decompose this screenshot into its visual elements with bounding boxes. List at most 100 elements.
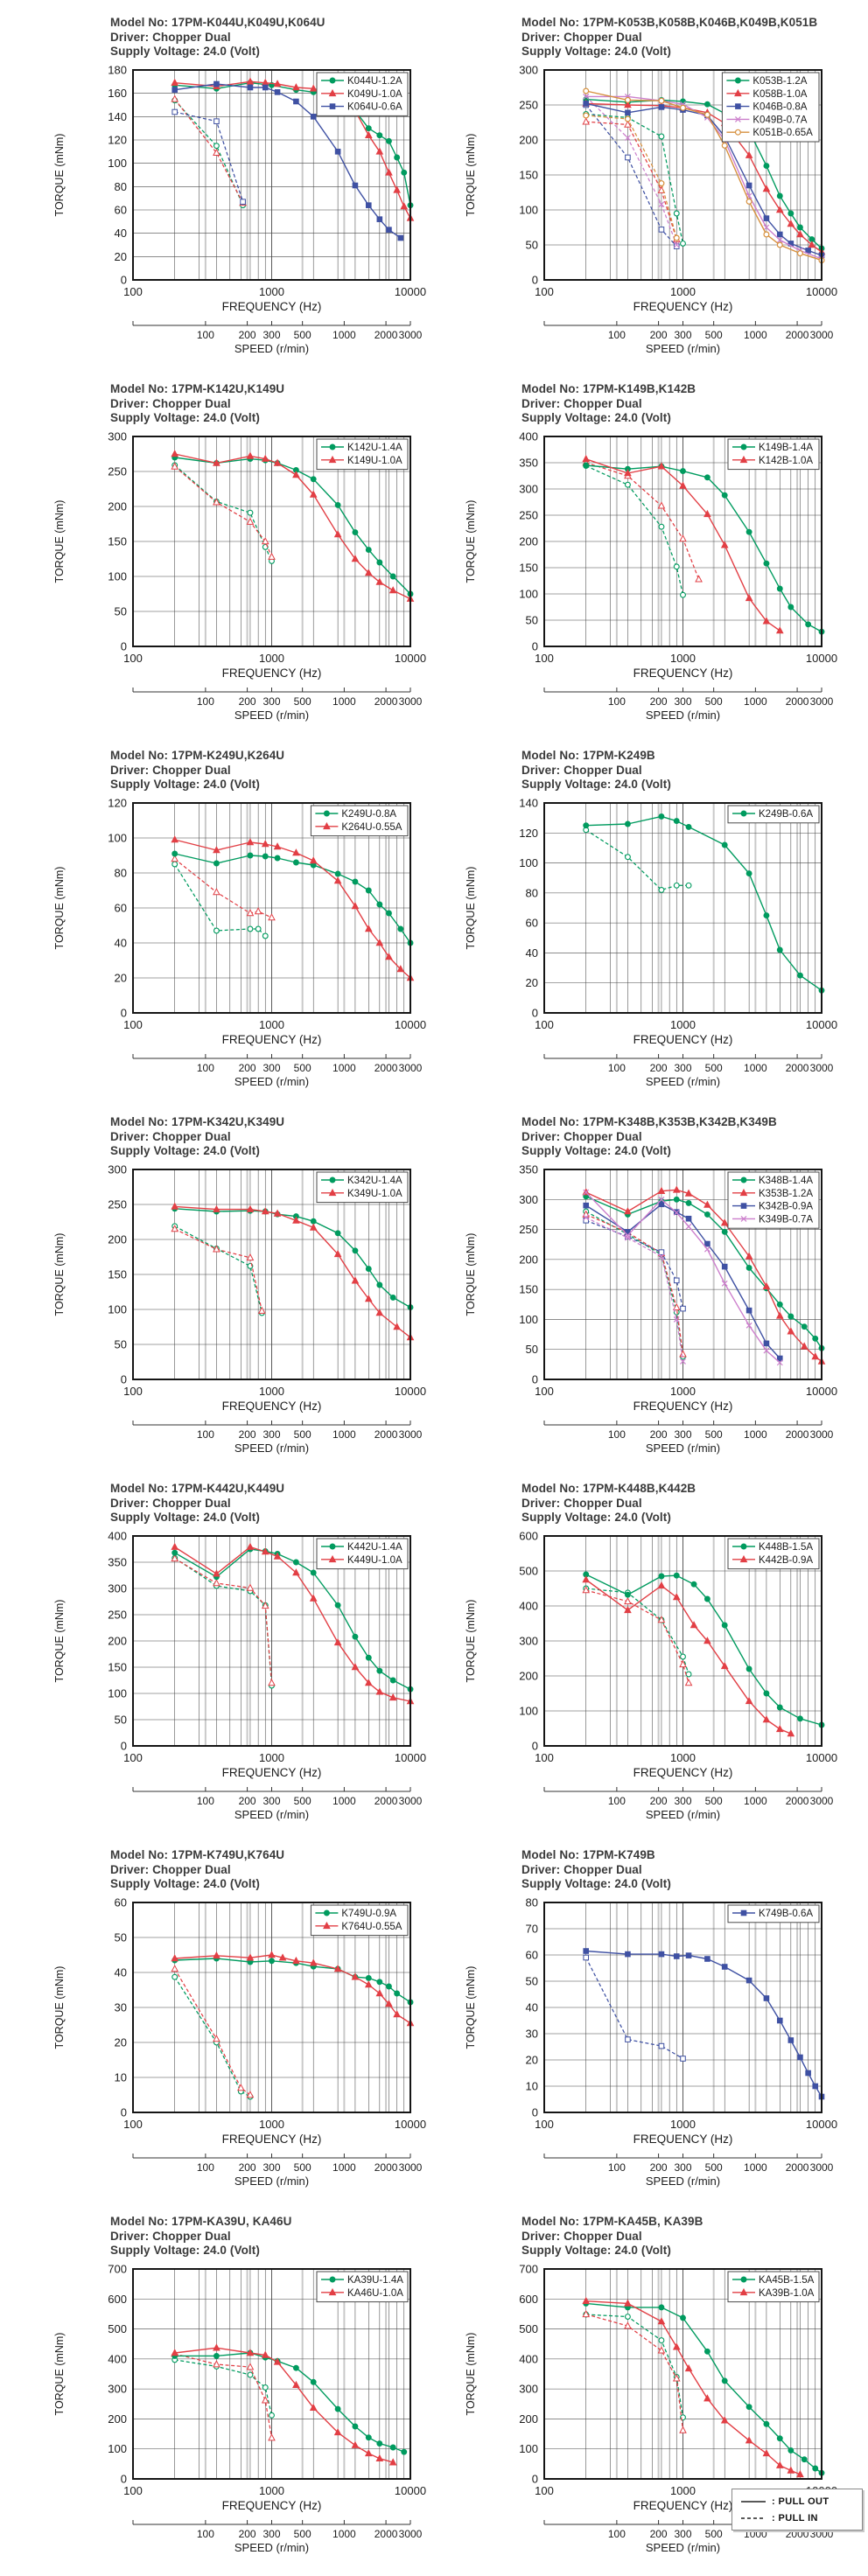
svg-text:100: 100 xyxy=(519,2442,538,2455)
svg-text:TORQUE (mNm): TORQUE (mNm) xyxy=(465,867,477,950)
svg-text:0: 0 xyxy=(532,274,538,287)
svg-text:200: 200 xyxy=(519,1253,538,1267)
svg-text:50: 50 xyxy=(115,1714,127,1727)
svg-text:100: 100 xyxy=(108,1687,127,1700)
svg-text:10000: 10000 xyxy=(395,2484,426,2497)
svg-text:2000: 2000 xyxy=(374,1062,398,1074)
svg-text:500: 500 xyxy=(294,695,312,708)
svg-text:200: 200 xyxy=(108,500,127,513)
svg-text:300: 300 xyxy=(262,2528,280,2540)
svg-text:400: 400 xyxy=(108,1530,127,1543)
chart-cell: Model No: 17PM-K142U,K149U Driver: Chopp… xyxy=(46,377,457,743)
svg-text:FREQUENCY (Hz): FREQUENCY (Hz) xyxy=(222,300,322,313)
chart-voltage: Supply Voltage: 24.0 (Volt) xyxy=(110,45,260,59)
chart-cell: Model No: 17PM-K448B,K442B Driver: Chopp… xyxy=(457,1476,868,1843)
svg-text:10000: 10000 xyxy=(395,652,426,665)
svg-text:SPEED (r/min): SPEED (r/min) xyxy=(234,709,309,722)
svg-text:SPEED (r/min): SPEED (r/min) xyxy=(646,342,720,355)
chart-voltage: Supply Voltage: 24.0 (Volt) xyxy=(522,1877,671,1891)
chart-header: Model No: 17PM-K749U,K764U Driver: Chopp… xyxy=(110,1848,457,1892)
svg-text:1000: 1000 xyxy=(670,285,696,298)
svg-text:300: 300 xyxy=(674,2161,691,2174)
svg-text:200: 200 xyxy=(650,1795,668,1807)
chart-model: Model No: 17PM-KA45B, KA39B xyxy=(522,2215,704,2228)
charts-grid: Model No: 17PM-K044U,K049U,K064U Driver:… xyxy=(46,10,868,2576)
svg-text:K353B-1.2A: K353B-1.2A xyxy=(759,1189,813,1199)
svg-text:K342B-0.9A: K342B-0.9A xyxy=(759,1202,813,1212)
svg-text:3000: 3000 xyxy=(810,2528,834,2540)
svg-text:FREQUENCY (Hz): FREQUENCY (Hz) xyxy=(634,667,733,680)
svg-text:FREQUENCY (Hz): FREQUENCY (Hz) xyxy=(222,2499,322,2512)
svg-text:200: 200 xyxy=(650,2161,668,2174)
chart-header: Model No: 17PM-K448B,K442B Driver: Chopp… xyxy=(522,1482,868,1525)
chart-cell: Model No: 17PM-K749U,K764U Driver: Chopp… xyxy=(46,1843,457,2209)
svg-text:60: 60 xyxy=(115,902,127,915)
chart-cell: Model No: 17PM-K044U,K049U,K064U Driver:… xyxy=(46,10,457,377)
chart-header: Model No: 17PM-K149B,K142B Driver: Chopp… xyxy=(522,382,868,426)
svg-text:100: 100 xyxy=(197,2528,214,2540)
svg-text:1000: 1000 xyxy=(332,1062,356,1074)
svg-text:350: 350 xyxy=(108,1556,127,1569)
svg-text:120: 120 xyxy=(108,134,127,147)
torque-frequency-plot: 0 20 40 60 80 100 120 140 160 180 TORQUE (mNm) 100 1… xyxy=(53,64,426,356)
svg-text:0: 0 xyxy=(121,274,127,287)
chart-voltage: Supply Voltage: 24.0 (Volt) xyxy=(522,1144,671,1158)
svg-text:1000: 1000 xyxy=(259,2484,284,2497)
svg-text:100: 100 xyxy=(535,1018,554,1031)
svg-text:0: 0 xyxy=(532,1373,538,1386)
svg-text:250: 250 xyxy=(519,509,538,522)
svg-text:10000: 10000 xyxy=(395,1385,426,1398)
svg-text:0: 0 xyxy=(532,1740,538,1753)
svg-text:10000: 10000 xyxy=(806,285,837,298)
chart-driver: Driver: Chopper Dual xyxy=(110,396,231,410)
svg-text:KA39B-1.0A: KA39B-1.0A xyxy=(759,2288,815,2299)
svg-text:30: 30 xyxy=(526,2028,538,2041)
svg-text:100: 100 xyxy=(608,695,626,708)
svg-text:100: 100 xyxy=(608,1062,626,1074)
svg-text:SPEED (r/min): SPEED (r/min) xyxy=(646,2175,720,2188)
svg-text:100: 100 xyxy=(535,2484,554,2497)
svg-text:140: 140 xyxy=(108,110,127,123)
svg-text:700: 700 xyxy=(519,2263,538,2276)
chart-cell: Model No: 17PM-K348B,K353B,K342B,K349B D… xyxy=(457,1110,868,1476)
svg-text:1000: 1000 xyxy=(259,2118,284,2131)
svg-text:100: 100 xyxy=(108,1303,127,1316)
svg-text:500: 500 xyxy=(519,1565,538,1578)
svg-text:300: 300 xyxy=(674,329,691,341)
torque-frequency-plot: 0 50 100 150 200 250 300 350 TORQUE (mNm) 100 1000… xyxy=(465,1163,837,1456)
svg-text:1000: 1000 xyxy=(744,2161,767,2174)
svg-text:120: 120 xyxy=(519,827,538,840)
svg-text:500: 500 xyxy=(108,2322,127,2335)
chart-voltage: Supply Voltage: 24.0 (Volt) xyxy=(522,2244,671,2258)
chart-model: Model No: 17PM-K044U,K049U,K064U xyxy=(110,16,326,29)
torque-frequency-plot: 0 50 100 150 200 250 300 TORQUE (mNm) 100 1000 100… xyxy=(53,430,426,723)
svg-text:K448B-1.5A: K448B-1.5A xyxy=(759,1542,813,1553)
svg-text:3000: 3000 xyxy=(399,695,423,708)
svg-text:500: 500 xyxy=(294,329,312,341)
torque-frequency-plot: 0 50 100 150 200 250 300 TORQUE (mNm) 100 1000 100… xyxy=(53,1163,426,1456)
svg-text:1000: 1000 xyxy=(332,695,356,708)
svg-text:100: 100 xyxy=(123,1751,143,1764)
svg-text:200: 200 xyxy=(650,1428,668,1441)
svg-text:0: 0 xyxy=(121,2473,127,2486)
svg-text:K264U-0.55A: K264U-0.55A xyxy=(341,822,402,833)
svg-text:1000: 1000 xyxy=(332,2161,356,2174)
svg-text:500: 500 xyxy=(294,2528,312,2540)
svg-text:500: 500 xyxy=(705,1795,723,1807)
svg-text:K149U-1.0A: K149U-1.0A xyxy=(347,456,402,466)
svg-text:K349B-0.7A: K349B-0.7A xyxy=(759,1215,813,1225)
svg-text:300: 300 xyxy=(674,2528,691,2540)
chart-voltage: Supply Voltage: 24.0 (Volt) xyxy=(522,411,671,425)
chart-model: Model No: 17PM-K342U,K349U xyxy=(110,1115,285,1128)
svg-text:300: 300 xyxy=(108,1163,127,1176)
svg-text:2000: 2000 xyxy=(374,2528,398,2540)
svg-text:K749B-0.6A: K749B-0.6A xyxy=(759,1909,813,1919)
svg-text:60: 60 xyxy=(526,917,538,930)
svg-text:250: 250 xyxy=(519,1223,538,1236)
svg-text:1000: 1000 xyxy=(744,2528,767,2540)
svg-text:0: 0 xyxy=(532,640,538,653)
svg-text:300: 300 xyxy=(262,1062,280,1074)
